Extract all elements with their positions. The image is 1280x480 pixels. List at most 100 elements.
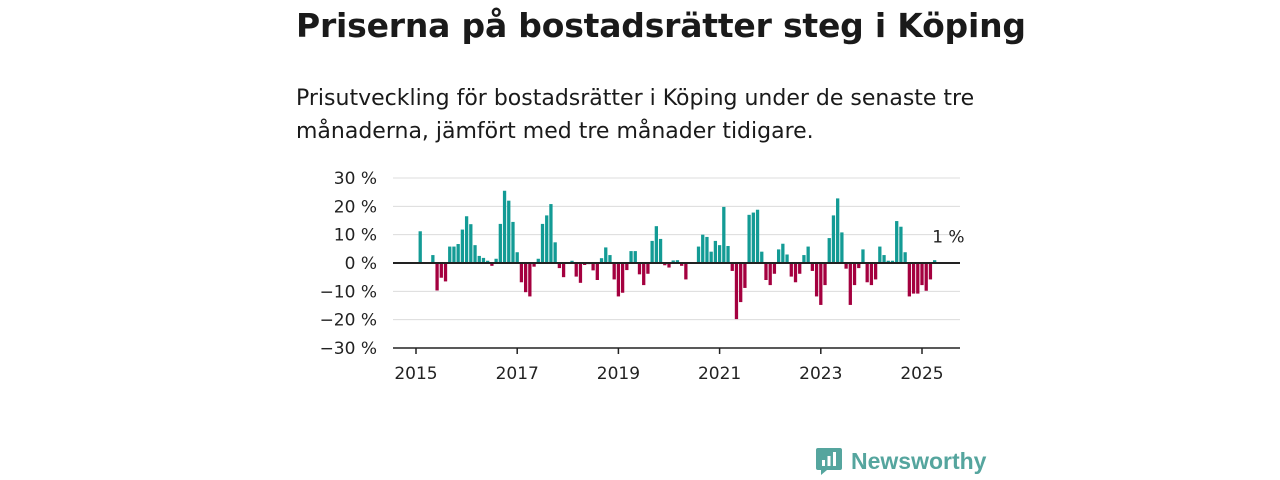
bar [502,190,507,263]
x-tick-label: 2019 [597,364,640,384]
bar [418,231,422,263]
chart-title: Priserna på bostadsrätter steg i Köping [296,6,1026,45]
bar [916,263,920,294]
bar [726,246,730,263]
bar [861,249,865,263]
bar [498,223,502,263]
bar [730,263,734,271]
x-tick-label: 2015 [394,364,437,384]
bar [793,263,798,283]
bar [620,263,625,293]
bar [924,263,928,291]
bar [633,251,637,263]
x-tick-label: 2023 [799,364,842,384]
bar [642,263,646,286]
bar [722,206,726,263]
bar [456,244,460,263]
bar [519,263,524,283]
bar [882,255,886,263]
bar [515,252,519,263]
y-tick-label: 20 % [334,197,377,217]
bar [528,263,532,297]
bar [907,263,911,297]
x-axis-ticks: 2015 2017 2019 2021 2023 2025 [394,348,944,384]
bar [848,263,852,305]
bar [452,246,456,263]
bar [650,240,654,263]
bar [570,260,574,263]
bar [578,263,583,283]
bar [827,238,831,263]
bar [616,263,621,297]
bar [477,255,481,263]
bar [629,251,633,263]
bar [747,214,751,263]
bar [684,263,688,280]
bar [663,263,667,266]
bar [557,263,562,269]
bar [878,246,882,263]
bar [439,263,443,278]
bar-annotation: 1 % [932,227,964,247]
bar [903,252,907,263]
bar [819,263,823,305]
bar [490,263,494,266]
bar [675,260,680,263]
bar [865,263,869,283]
bar [473,245,477,263]
bar [574,263,578,277]
bar [798,263,802,274]
bar [460,229,465,263]
bar [760,251,764,263]
bar [545,215,549,263]
bar [836,198,840,263]
bar [443,263,448,282]
y-axis-labels: 30 % 20 % 10 % 0 % −10 % −20 % −30 % [320,169,377,359]
bar [920,263,924,286]
bar [431,255,435,263]
y-tick-label: 30 % [334,169,377,189]
bar [486,260,490,263]
bar [448,246,452,263]
bar [895,221,899,263]
bar [852,263,857,286]
x-tick-label: 2025 [900,364,943,384]
bar [911,263,916,294]
bar [831,215,836,263]
bar [469,224,473,263]
bar [764,263,768,280]
bar [886,260,890,263]
x-tick-label: 2021 [698,364,741,384]
bar [604,247,608,263]
bar [844,263,848,269]
bar [810,263,815,271]
bar [532,263,536,267]
y-tick-label: 0 % [345,254,377,274]
bar [789,263,793,277]
bar [814,263,819,297]
bar [768,263,772,286]
bar [595,263,599,280]
bar [781,243,785,263]
logo-text: Newsworthy [851,447,987,474]
bar [523,263,528,293]
bar [743,263,747,288]
bar [873,263,878,280]
bar [608,255,612,263]
bar [494,258,498,263]
bar [705,236,709,263]
bar [857,263,861,269]
bar [654,226,658,263]
bar [890,260,895,263]
bar [717,245,722,263]
bar [507,200,511,263]
bar [739,263,743,303]
y-tick-label: −30 % [320,339,377,359]
y-tick-label: 10 % [334,226,377,246]
bar [933,260,937,263]
y-tick-label: −20 % [320,311,377,331]
bar [785,254,789,263]
bar [696,246,701,263]
bar [637,263,642,275]
